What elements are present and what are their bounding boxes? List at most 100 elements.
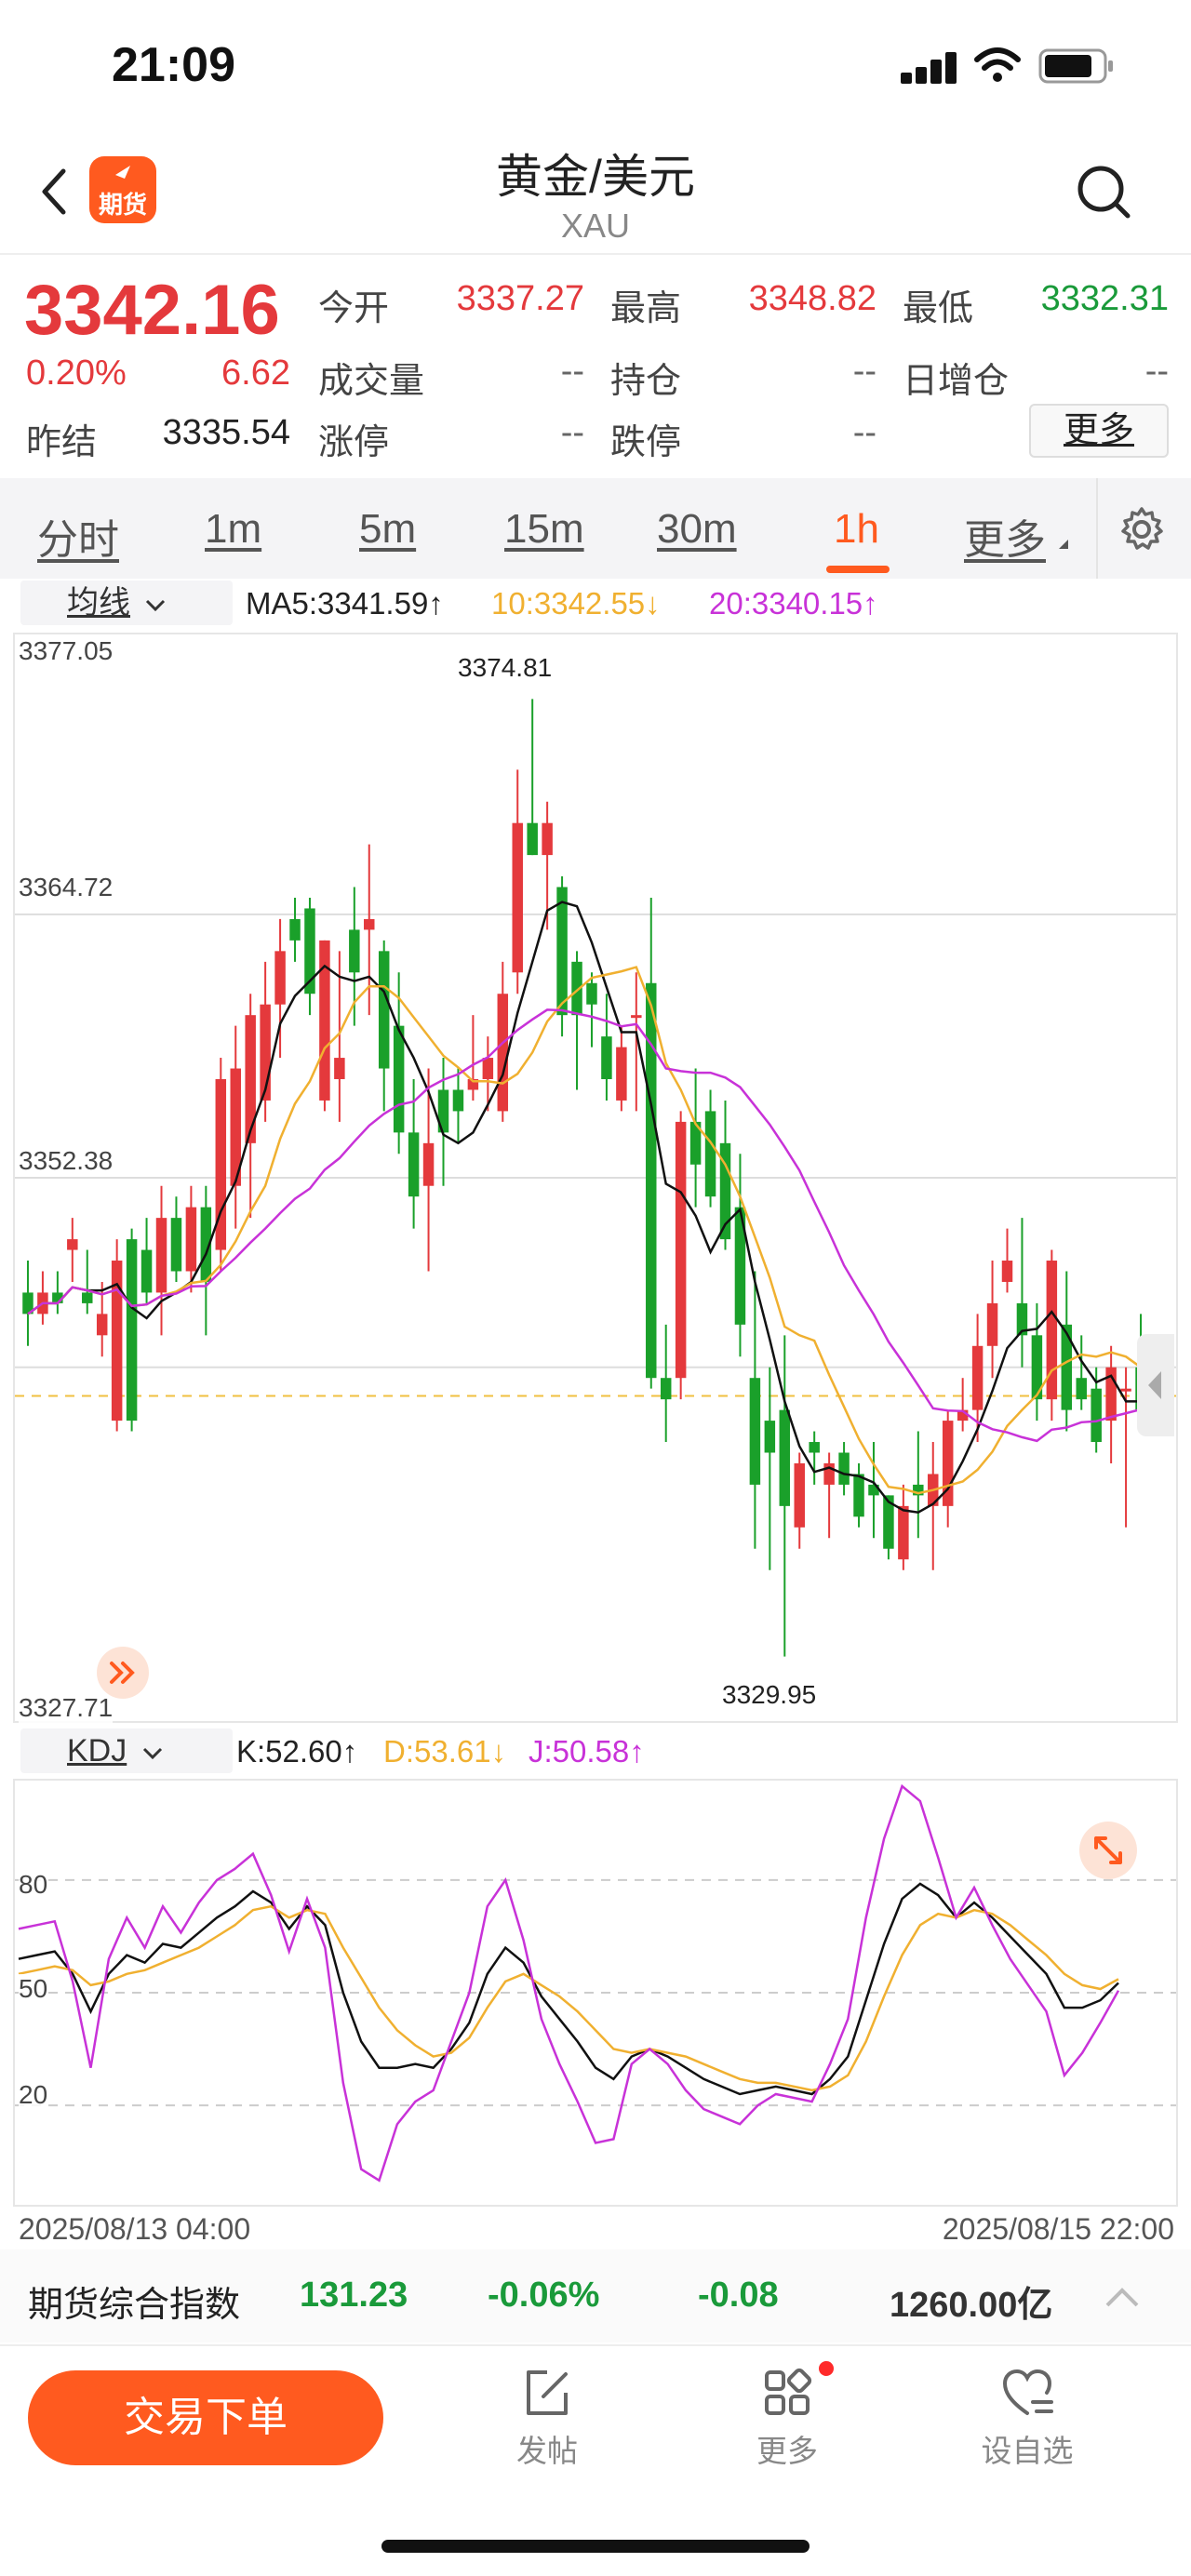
candle: [155, 1185, 167, 1336]
candle: [542, 801, 553, 930]
index-value: 131.23: [300, 2276, 408, 2315]
home-indicator: [381, 2540, 810, 2553]
candlestick-chart[interactable]: [13, 633, 1178, 1723]
candle: [215, 1058, 227, 1272]
back-chevron-icon[interactable]: [37, 166, 69, 218]
candle: [1016, 1218, 1028, 1368]
candle: [52, 1271, 63, 1315]
candle: [319, 940, 330, 1112]
candle: [913, 1431, 924, 1539]
candle: [467, 1015, 479, 1101]
tab-timeshare[interactable]: 分时: [37, 517, 119, 563]
prev-settle-value: 3335.54: [162, 413, 290, 452]
y-tick-label: 3364.72: [19, 873, 114, 902]
more-label[interactable]: 更多: [756, 2434, 818, 2468]
candle: [274, 918, 286, 1059]
candle: [586, 972, 597, 1048]
candle: [141, 1218, 153, 1303]
last-price: 3342.16: [24, 271, 280, 350]
ma10-line: [27, 966, 1142, 1495]
x-axis-end-label: 2025/08/15 22:00: [942, 2212, 1174, 2246]
ma20-line: [27, 1008, 1142, 1443]
high-annotation: 3374.81: [458, 653, 553, 683]
candle: [82, 1249, 93, 1315]
candle: [616, 1025, 627, 1112]
chevron-down-icon: [146, 599, 166, 612]
candle: [1046, 1249, 1058, 1421]
candle: [378, 940, 390, 1112]
tab-15m[interactable]: 15m: [504, 506, 584, 552]
price-line-handle[interactable]: [1137, 1334, 1174, 1436]
kdj-dropdown-label: KDJ: [67, 1733, 127, 1768]
page-subtitle: XAU: [560, 207, 631, 245]
y-tick-label: 3352.38: [19, 1146, 114, 1176]
kdj-k-line: [18, 1882, 1119, 2096]
tab-30m[interactable]: 30m: [657, 506, 737, 552]
watchlist-label[interactable]: 设自选: [981, 2434, 1074, 2468]
daily-add-label: 日增仓: [903, 362, 1010, 401]
limit-up-label: 涨停: [318, 423, 390, 462]
limit-down-value: --: [852, 413, 877, 452]
index-change: -0.08: [698, 2276, 779, 2315]
change-value: 6.62: [221, 354, 290, 393]
tab-1m[interactable]: 1m: [205, 506, 262, 552]
kdj-chart[interactable]: [13, 1779, 1178, 2207]
tab-5m[interactable]: 5m: [359, 506, 417, 552]
position-value: --: [852, 352, 877, 391]
candle: [601, 994, 612, 1101]
futures-index-strip[interactable]: 期货综合指数 131.23 -0.06% -0.08 1260.00亿: [0, 2249, 1191, 2342]
post-edit-icon[interactable]: [519, 2365, 575, 2421]
expand-history-button[interactable]: [97, 1647, 149, 1699]
limit-up-value: --: [560, 413, 584, 452]
volume-value: --: [560, 352, 584, 391]
trade-order-button[interactable]: 交易下单: [28, 2370, 383, 2465]
ma-dropdown[interactable]: 均线: [20, 581, 233, 625]
candle: [779, 1335, 791, 1657]
tab-more[interactable]: 更多: [964, 517, 1046, 563]
candle: [571, 951, 582, 1090]
candle: [22, 1261, 33, 1346]
heart-list-icon[interactable]: [999, 2365, 1055, 2421]
index-name: 期货综合指数: [28, 2286, 241, 2325]
candle: [853, 1462, 864, 1528]
chevron-up-icon[interactable]: [1104, 2283, 1141, 2309]
page-title: 黄金/美元: [496, 151, 695, 203]
candle: [1001, 1228, 1013, 1293]
tab-more-caret-icon: [1059, 540, 1068, 549]
candle: [334, 951, 345, 1122]
candle: [170, 1196, 182, 1282]
more-grid-icon[interactable]: [759, 2365, 815, 2421]
high-value: 3348.82: [748, 279, 877, 318]
x-axis-start-label: 2025/08/13 04:00: [19, 2212, 251, 2246]
index-volume: 1260.00亿: [890, 2286, 1053, 2325]
notification-dot: [819, 2361, 834, 2376]
settings-gear-icon[interactable]: [1118, 506, 1165, 553]
fullscreen-button[interactable]: [1079, 1822, 1137, 1879]
low-annotation: 3329.95: [722, 1680, 817, 1710]
candle: [289, 897, 301, 962]
header-divider: [0, 253, 1191, 255]
kdj-j-line: [18, 1783, 1120, 2182]
ma5-readout: MA5:3341.59↑: [246, 586, 444, 621]
quote-more-button[interactable]: 更多: [1029, 404, 1169, 458]
candle: [230, 1025, 241, 1229]
search-icon[interactable]: [1076, 164, 1133, 221]
candle: [838, 1442, 850, 1496]
kdj-dropdown[interactable]: KDJ: [20, 1728, 233, 1773]
y-tick-label: 3327.71: [19, 1693, 114, 1723]
post-label[interactable]: 发帖: [516, 2434, 578, 2468]
cellular-signal-icon: [901, 52, 957, 84]
ma10-readout: 10:3342.55↓: [491, 586, 661, 621]
high-label: 最高: [610, 289, 682, 328]
status-time: 21:09: [112, 38, 235, 92]
double-chevron-right-icon: [110, 1662, 135, 1684]
candle: [646, 897, 657, 1389]
ma-dropdown-label: 均线: [67, 585, 130, 621]
tab-1h[interactable]: 1h: [834, 506, 879, 552]
ma20-readout: 20:3340.15↑: [709, 586, 878, 621]
candle: [408, 1079, 420, 1229]
candle: [200, 1185, 212, 1336]
candle: [512, 769, 523, 994]
candle: [67, 1218, 78, 1282]
candle: [452, 1068, 464, 1143]
